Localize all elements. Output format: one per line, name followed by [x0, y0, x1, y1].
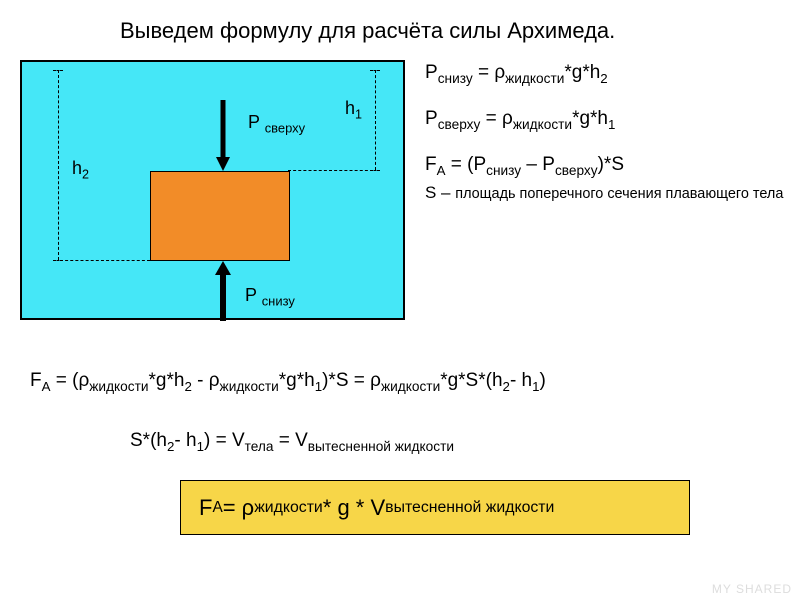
formula-fa-expanded: FA = (ρжидкости*g*h2 - ρжидкости*g*h1)*S…	[30, 370, 546, 394]
t: вытесненной жидкости	[385, 499, 554, 517]
t: сверху	[555, 162, 598, 177]
t: жидкости	[220, 379, 279, 394]
h2-text: h	[72, 158, 82, 178]
t: *g*h	[564, 62, 600, 83]
t: *g*h	[279, 370, 315, 391]
h2-dim-cap-top	[53, 70, 63, 71]
diagram: P сверху P снизу h1 h2	[20, 60, 405, 320]
formula-s-def: S – площадь поперечного сечения плавающе…	[425, 183, 785, 203]
t: = (ρ	[50, 370, 89, 391]
h1-sub: 1	[355, 108, 362, 122]
h2-sub: 2	[82, 168, 89, 182]
t: )	[540, 370, 546, 391]
t: – P	[521, 154, 555, 175]
p-top-label: P сверху	[248, 112, 305, 136]
t: )*S = ρ	[322, 370, 381, 391]
t: *g*S*(h	[440, 370, 502, 391]
t: 1	[197, 439, 204, 454]
p-bottom-sub: снизу	[262, 294, 295, 309]
t: вытесненной жидкости	[308, 439, 454, 454]
t: 1	[532, 379, 539, 394]
t: 2	[503, 379, 510, 394]
formula-p-top: Pсверху = ρжидкости*g*h1	[425, 108, 785, 132]
formulas-right: Pснизу = ρжидкости*g*h2 Pсверху = ρжидко…	[425, 62, 785, 225]
t: = V	[273, 430, 307, 451]
p-top-sub: сверху	[265, 121, 305, 136]
page-title: Выведем формулу для расчёта силы Архимед…	[120, 18, 615, 44]
watermark: MY SHARED	[712, 582, 792, 596]
t: тела	[245, 439, 274, 454]
final-formula-box: FA = ρжидкости * g * Vвытесненной жидкос…	[180, 480, 690, 535]
floating-block	[150, 171, 290, 261]
t: S*(h	[130, 430, 167, 451]
t: площадь поперечного сечения плавающего т…	[455, 186, 783, 202]
t: *g*h	[572, 108, 608, 129]
t: S –	[425, 183, 455, 202]
t: 2	[184, 379, 191, 394]
t: снизу	[438, 71, 473, 86]
t: 2	[600, 71, 607, 86]
h2-dim-line	[58, 70, 59, 260]
t: ) = V	[204, 430, 245, 451]
h1-dim-cap-top	[370, 70, 380, 71]
t: жидкости	[505, 71, 564, 86]
t: *g*h	[149, 370, 185, 391]
t: * g * V	[323, 495, 385, 521]
t: = (P	[445, 154, 486, 175]
arrow-up-icon	[215, 261, 231, 321]
t: = ρ	[480, 108, 512, 129]
p-bottom-label: P снизу	[245, 285, 295, 309]
t: F	[425, 154, 437, 175]
t: снизу	[486, 162, 521, 177]
t: = ρ	[223, 495, 254, 521]
p-top-text: P	[248, 112, 260, 132]
t: F	[199, 495, 212, 521]
t: - h	[174, 430, 196, 451]
t: F	[30, 370, 42, 391]
t: 1	[608, 117, 615, 132]
h1-label: h1	[345, 98, 362, 122]
t: = ρ	[473, 62, 505, 83]
t: A	[212, 499, 222, 517]
t: 1	[315, 379, 322, 394]
p-bottom-text: P	[245, 285, 257, 305]
t: жидкости	[513, 117, 572, 132]
arrow-down-icon	[215, 100, 231, 172]
h1-dim-horiz	[288, 170, 373, 171]
h2-label: h2	[72, 158, 89, 182]
h1-dim-line	[375, 70, 376, 170]
t: )*S	[598, 154, 624, 175]
t: - h	[510, 370, 532, 391]
t: P	[425, 108, 438, 129]
formula-fa-diff: FA = (Pснизу – Pсверху)*S	[425, 154, 785, 178]
t: жидкости	[89, 379, 148, 394]
h1-text: h	[345, 98, 355, 118]
t: - ρ	[192, 370, 220, 391]
t: сверху	[438, 117, 481, 132]
t: жидкости	[381, 379, 440, 394]
t: жидкости	[254, 499, 323, 517]
h2-dim-horiz	[60, 260, 150, 261]
t: P	[425, 62, 438, 83]
formula-volume: S*(h2- h1) = Vтела = Vвытесненной жидкос…	[130, 430, 454, 454]
formula-p-bottom: Pснизу = ρжидкости*g*h2	[425, 62, 785, 86]
